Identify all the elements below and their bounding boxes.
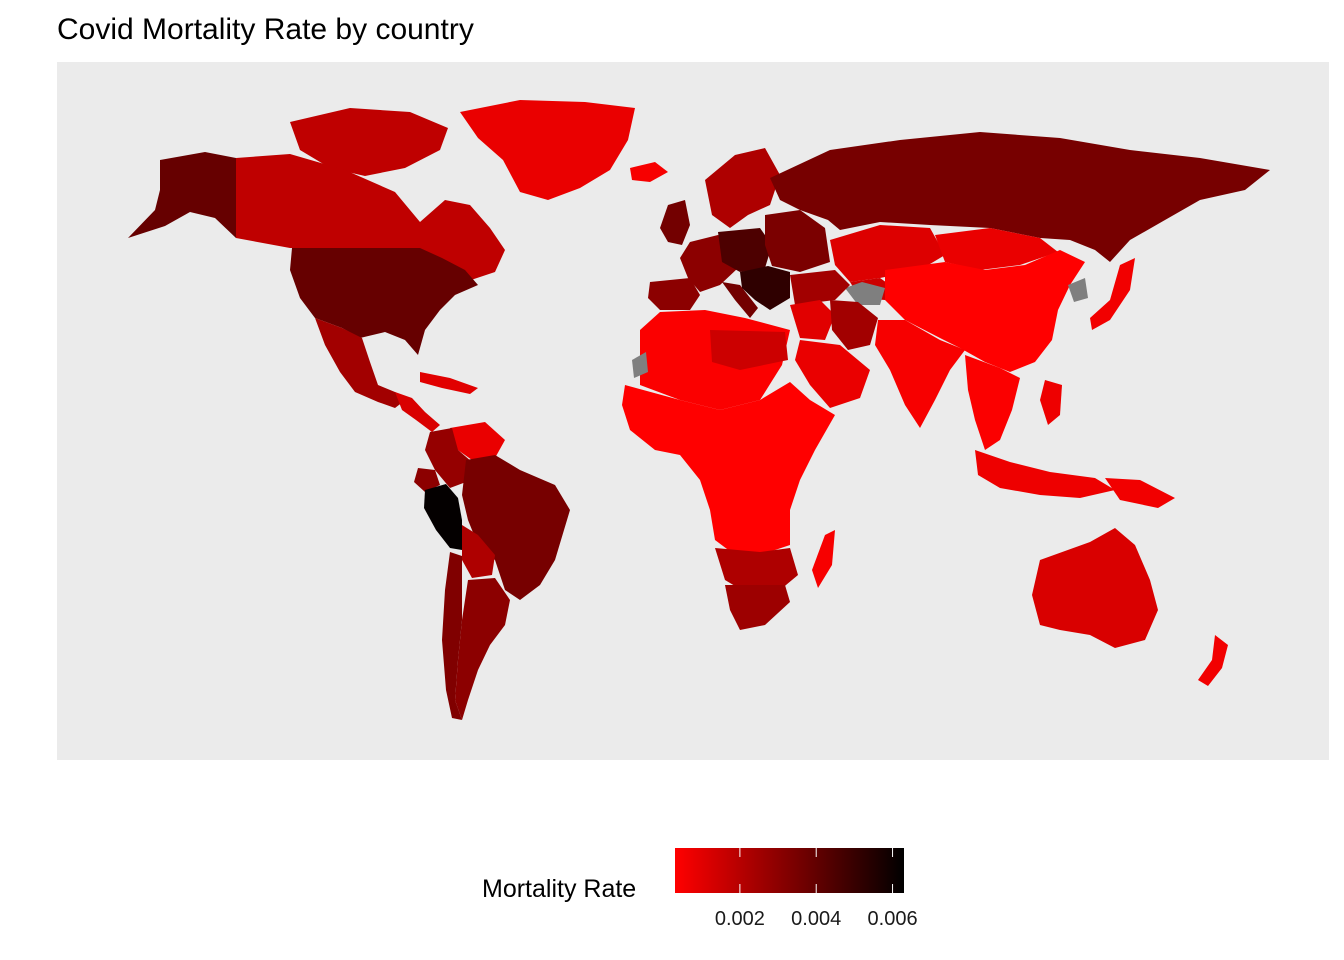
region-australia[interactable] xyxy=(1032,528,1158,648)
region-southern-africa[interactable] xyxy=(715,548,798,592)
region-italy[interactable] xyxy=(722,282,758,318)
region-new-guinea[interactable] xyxy=(1105,478,1175,508)
region-middle-east[interactable] xyxy=(790,300,835,340)
region-uk-ireland[interactable] xyxy=(660,200,690,245)
region-greenland[interactable] xyxy=(460,100,635,200)
region-iran[interactable] xyxy=(830,300,878,350)
region-sub-saharan-africa[interactable] xyxy=(622,382,835,555)
region-colombia[interactable] xyxy=(425,428,472,488)
region-south-africa[interactable] xyxy=(725,585,790,630)
region-japan[interactable] xyxy=(1090,258,1135,330)
region-egypt[interactable] xyxy=(710,330,788,370)
region-bolivia[interactable] xyxy=(462,525,495,578)
region-russia[interactable] xyxy=(770,132,1270,262)
region-mexico[interactable] xyxy=(315,318,408,408)
region-ukraine[interactable] xyxy=(765,210,830,272)
region-arabia[interactable] xyxy=(795,340,870,408)
region-scandinavia[interactable] xyxy=(705,148,780,228)
world-map xyxy=(57,62,1329,760)
region-caribbean[interactable] xyxy=(420,372,478,394)
legend-tick-label: 0.004 xyxy=(791,908,841,930)
legend-colorbar: 0.002 0.004 0.006 xyxy=(675,848,918,930)
map-panel xyxy=(57,62,1329,760)
region-iberia[interactable] xyxy=(648,278,700,310)
legend-tick-label: 0.002 xyxy=(715,908,765,930)
region-venezuela[interactable] xyxy=(450,422,505,460)
region-indonesia[interactable] xyxy=(975,450,1115,498)
region-balkans[interactable] xyxy=(740,266,790,310)
region-central-america[interactable] xyxy=(395,392,440,432)
chart-title: Covid Mortality Rate by country xyxy=(57,13,474,46)
region-north-korea[interactable] xyxy=(1068,278,1088,302)
region-canada[interactable] xyxy=(236,154,505,282)
region-new-zealand[interactable] xyxy=(1198,635,1228,686)
region-brazil[interactable] xyxy=(462,455,570,600)
region-central-europe[interactable] xyxy=(718,228,772,272)
region-alaska[interactable] xyxy=(128,152,236,238)
region-turkey[interactable] xyxy=(790,270,850,305)
legend-gradient-bar xyxy=(675,848,904,893)
region-madagascar[interactable] xyxy=(812,530,835,588)
region-southeast-asia[interactable] xyxy=(965,355,1020,450)
legend-title: Mortality Rate xyxy=(482,875,637,903)
region-canada-arctic[interactable] xyxy=(290,108,448,176)
region-afghanistan-tajikistan[interactable] xyxy=(845,282,885,305)
region-iceland[interactable] xyxy=(630,162,668,182)
region-mongolia[interactable] xyxy=(935,228,1058,270)
region-india[interactable] xyxy=(875,320,965,428)
region-western-sahara[interactable] xyxy=(632,352,648,378)
region-chile[interactable] xyxy=(442,552,462,720)
region-argentina[interactable] xyxy=(455,578,510,720)
region-usa[interactable] xyxy=(290,248,478,355)
region-peru[interactable] xyxy=(424,484,462,550)
region-china[interactable] xyxy=(885,250,1085,372)
region-ecuador[interactable] xyxy=(414,468,440,492)
region-philippines[interactable] xyxy=(1040,380,1062,425)
legend: Mortality Rate 0.002 0.004 0.006 xyxy=(480,846,940,936)
legend-tick-label: 0.006 xyxy=(868,908,918,930)
